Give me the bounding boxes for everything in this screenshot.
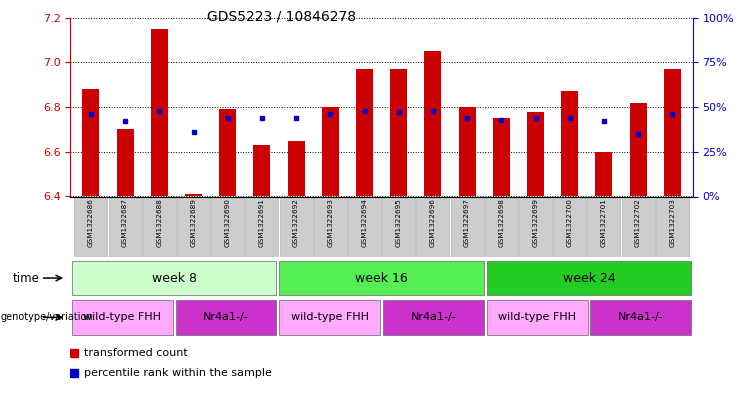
Bar [493,118,510,196]
Bar [211,196,244,257]
Bar [177,196,210,257]
Bar [288,141,305,196]
Text: wild-type FHH: wild-type FHH [83,312,162,322]
Text: week 24: week 24 [562,272,616,285]
Bar [416,196,449,257]
Bar [219,109,236,196]
Bar [382,196,415,257]
Bar [622,196,654,257]
Bar [279,196,313,257]
Text: GSM1322687: GSM1322687 [122,198,128,247]
Bar [656,196,688,257]
Bar [75,196,107,257]
Bar [588,196,620,257]
Bar [591,300,691,334]
Bar [519,196,552,257]
Bar [314,196,347,257]
Bar [279,300,380,334]
Text: GSM1322697: GSM1322697 [464,198,470,247]
Bar [383,300,484,334]
Text: GSM1322703: GSM1322703 [669,198,675,247]
Bar [279,261,484,295]
Bar [322,107,339,196]
Bar [245,196,279,257]
Bar [72,261,276,295]
Text: GSM1322692: GSM1322692 [293,198,299,247]
Text: GSM1322686: GSM1322686 [88,198,94,247]
Text: GSM1322691: GSM1322691 [259,198,265,247]
Bar [72,300,173,334]
Bar [487,300,588,334]
Text: transformed count: transformed count [84,348,187,358]
Text: wild-type FHH: wild-type FHH [290,312,369,322]
Bar [451,196,484,257]
Bar [150,29,168,196]
Bar [630,103,647,196]
Bar [459,107,476,196]
Bar [356,69,373,196]
Text: GSM1322689: GSM1322689 [190,198,196,247]
Text: percentile rank within the sample: percentile rank within the sample [84,367,272,378]
Text: GSM1322690: GSM1322690 [225,198,230,247]
Text: GSM1322693: GSM1322693 [328,198,333,247]
Bar [485,196,518,257]
Text: GSM1322699: GSM1322699 [533,198,539,247]
Text: week 8: week 8 [152,272,196,285]
Text: GSM1322694: GSM1322694 [362,198,368,247]
Text: GDS5223 / 10846278: GDS5223 / 10846278 [207,10,356,24]
Bar [185,194,202,196]
Bar [561,92,578,196]
Text: Nr4a1-/-: Nr4a1-/- [203,312,249,322]
Text: genotype/variation: genotype/variation [1,312,93,322]
Text: time: time [13,272,39,285]
Text: Nr4a1-/-: Nr4a1-/- [618,312,664,322]
Bar [116,129,133,196]
Bar [487,261,691,295]
Bar [348,196,381,257]
Text: GSM1322696: GSM1322696 [430,198,436,247]
Text: GSM1322702: GSM1322702 [635,198,641,247]
Text: GSM1322698: GSM1322698 [498,198,505,247]
Text: GSM1322695: GSM1322695 [396,198,402,247]
Bar [595,152,613,196]
Bar [664,69,681,196]
Bar [554,196,586,257]
Bar [425,51,442,196]
Bar [82,89,99,196]
Bar [176,300,276,334]
Bar [527,112,544,196]
Text: Nr4a1-/-: Nr4a1-/- [411,312,456,322]
Text: GSM1322700: GSM1322700 [567,198,573,247]
Bar [109,196,142,257]
Bar [253,145,270,196]
Bar [143,196,176,257]
Text: GSM1322701: GSM1322701 [601,198,607,247]
Text: week 16: week 16 [355,272,408,285]
Bar [391,69,408,196]
Text: GSM1322688: GSM1322688 [156,198,162,247]
Text: wild-type FHH: wild-type FHH [498,312,576,322]
